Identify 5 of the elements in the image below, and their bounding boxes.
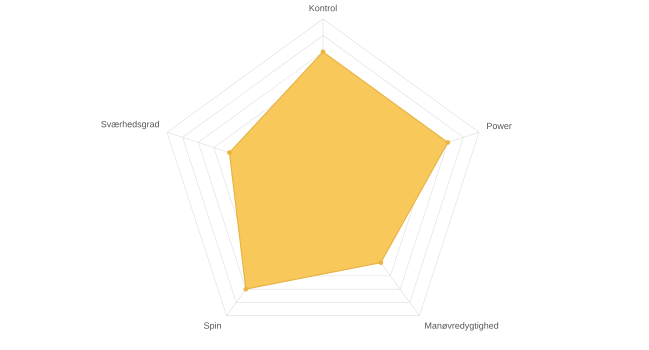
spoke-label: Power [487,122,512,130]
spoke-label: Kontrol [310,4,337,12]
spoke-label: Sværhedsgrad [101,120,160,130]
spoke-label: Manøvredygtighed [425,322,498,331]
spoke-label: Spin [204,322,221,331]
